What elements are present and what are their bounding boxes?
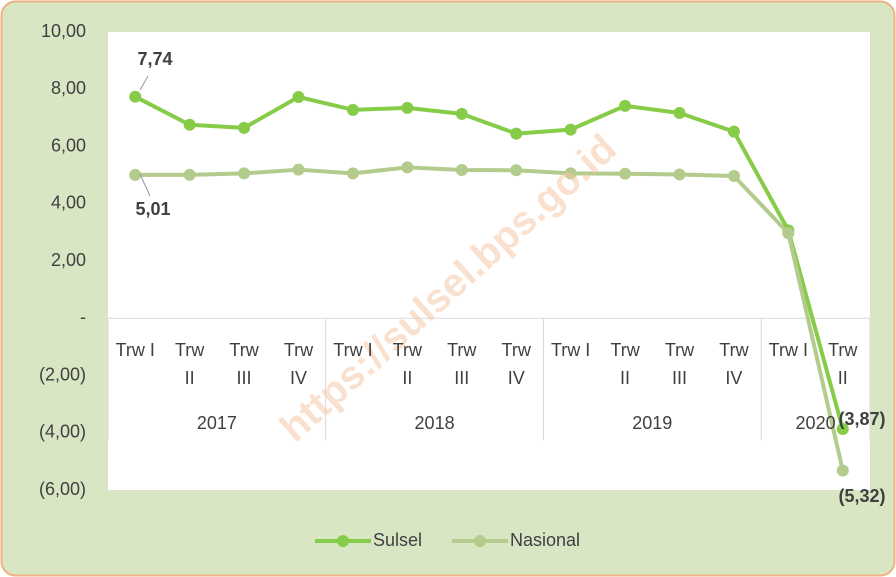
point [727,125,740,138]
point [183,118,196,131]
point [510,127,523,140]
x-tick-label: Trw IV [283,340,314,389]
point [455,107,468,120]
point [292,163,305,176]
point [129,168,142,181]
point [455,163,468,176]
point [619,99,632,112]
group-label: 2017 [197,413,237,433]
point [619,167,632,180]
point [292,90,305,103]
x-tick-label: Trw I [333,340,373,361]
data-label: (5,32) [838,486,885,506]
legend-marker [337,535,349,547]
data-label: 5,01 [135,199,170,219]
point [183,168,196,181]
x-tick-label: Trw II [174,340,205,389]
point [510,164,523,177]
x-tick-label: Trw I [768,340,808,361]
y-tick-label: 2,00 [51,250,86,270]
legend-marker [474,535,486,547]
point [836,423,849,436]
legend-label: Nasional [510,530,580,550]
y-tick-label: - [80,307,86,327]
y-tick-label: (6,00) [39,479,86,499]
x-tick-label: Trw IV [719,340,749,389]
group-label: 2019 [632,413,672,433]
data-label: 7,74 [137,49,172,69]
y-tick-label: 10,00 [41,21,86,41]
data-label: (3,87) [838,409,885,429]
y-tick-label: 4,00 [51,193,86,213]
point [727,169,740,182]
point [564,167,577,180]
x-tick-label: Trw III [229,340,259,389]
point [401,101,414,114]
group-label: 2018 [415,413,455,433]
point [673,107,686,120]
x-tick-label: Trw II [392,340,422,389]
x-tick-label: Trw II [828,340,858,389]
plot-area [108,32,870,490]
point [346,167,359,180]
point [564,123,577,136]
x-tick-label: Trw IV [501,340,531,389]
point [401,161,414,174]
y-tick-label: (2,00) [39,364,86,384]
y-tick-label: (4,00) [39,422,86,442]
point [238,121,251,134]
group-label: 2020 [796,413,836,433]
x-tick-label: Trw II [610,340,640,389]
series-line [134,94,845,430]
point [782,227,795,240]
point [836,464,849,477]
leader-line [139,173,151,197]
point [673,168,686,181]
x-tick-label: Trw I [550,340,591,361]
point [238,167,251,180]
legend-label: Sulsel [373,530,422,550]
y-tick-label: 6,00 [51,135,86,155]
point [129,90,142,103]
series-line [135,165,845,471]
leader-line [139,75,149,91]
x-tick-label: Trw III [664,340,695,389]
x-tick-label: Trw I [115,340,155,361]
x-tick-label: Trw III [447,340,477,389]
y-tick-label: 8,00 [51,78,86,98]
point [346,103,359,116]
